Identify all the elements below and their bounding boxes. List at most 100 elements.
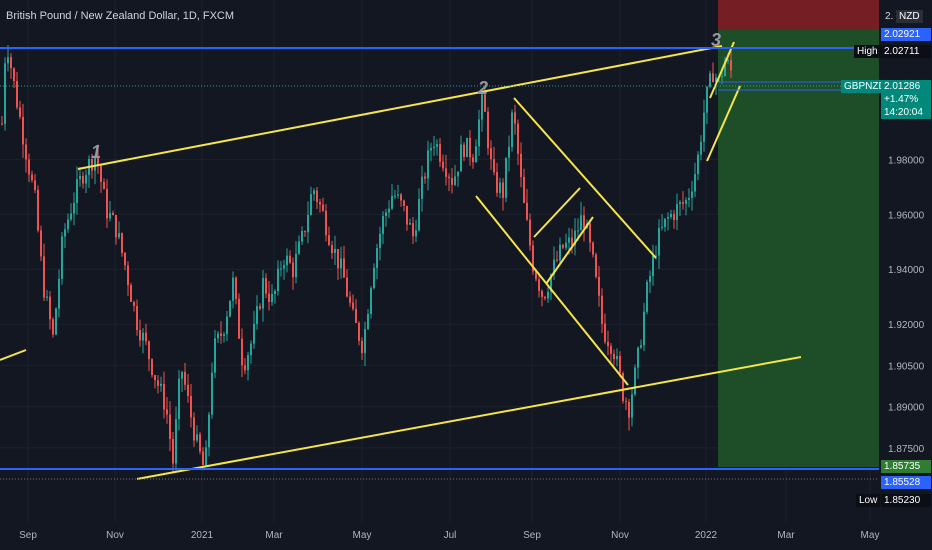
candle-body <box>334 249 336 254</box>
candle-body <box>589 223 591 243</box>
candle-body <box>208 414 210 448</box>
candle-body <box>169 414 171 439</box>
candle-body <box>298 241 300 254</box>
candle-body <box>262 278 264 309</box>
support-price-tag-1: 1.85735 <box>881 460 931 473</box>
candle-body <box>547 291 549 299</box>
candle-body <box>91 158 93 171</box>
candle-body <box>256 306 258 324</box>
candle-body <box>127 265 129 286</box>
candle-body <box>676 204 678 221</box>
candle-body <box>535 271 537 280</box>
candle-body <box>238 298 240 339</box>
candle-body <box>217 333 219 339</box>
candle-body <box>655 255 657 257</box>
x-tick-label: Nov <box>611 530 629 541</box>
candle-body <box>667 216 669 219</box>
candle-body <box>163 383 165 410</box>
candle-body <box>679 202 681 205</box>
countdown-tag: 14:20:04 <box>881 106 931 119</box>
candle-body <box>643 311 645 346</box>
candle-body <box>670 213 672 217</box>
candle-body <box>130 285 132 302</box>
candle-body <box>562 244 564 248</box>
candle-body <box>556 259 558 261</box>
candle-body <box>622 373 624 402</box>
candle-body <box>268 293 270 303</box>
x-tick-label: Sep <box>523 530 541 541</box>
candle-body <box>307 214 309 233</box>
candle-body <box>469 137 471 158</box>
candle-body <box>49 296 51 320</box>
x-tick-label: May <box>353 530 372 541</box>
wave-label-1: 1 <box>91 142 101 162</box>
x-tick-label: Mar <box>777 530 795 541</box>
candle-body <box>109 212 111 219</box>
y-tick-label: 1.92000 <box>888 320 925 331</box>
candle-body <box>211 372 213 415</box>
candle-body <box>286 255 288 266</box>
candle-body <box>625 401 627 403</box>
support-price-tag-2: 1.85528 <box>881 476 931 489</box>
candle-body <box>289 255 291 263</box>
candle-body <box>481 94 483 120</box>
x-tick-label: May <box>861 530 880 541</box>
candle-body <box>466 137 468 158</box>
candle-body <box>85 174 87 184</box>
candle-body <box>517 123 519 154</box>
x-axis-band <box>0 522 932 550</box>
candle-body <box>142 332 144 341</box>
candle-body <box>637 347 639 368</box>
candle-body <box>220 333 222 336</box>
trend-line <box>706 85 741 162</box>
candle-body <box>277 268 279 291</box>
candle-body <box>67 219 69 230</box>
candle-body <box>496 172 498 193</box>
candle-body <box>283 265 285 269</box>
trend-line <box>545 216 594 285</box>
x-tick-label: 2021 <box>191 530 214 541</box>
candle-body <box>583 215 585 229</box>
candle-body <box>685 199 687 204</box>
candle-body <box>424 176 426 179</box>
candle-body <box>382 216 384 234</box>
candle-body <box>478 119 480 147</box>
wave-label-2: 2 <box>477 78 488 98</box>
candle-body <box>640 345 642 348</box>
symbol-label: GBPNZD <box>841 80 889 93</box>
y-tick-label: 1.90500 <box>888 361 925 372</box>
candle-body <box>709 73 711 87</box>
trend-line <box>475 195 629 386</box>
candle-body <box>319 202 321 205</box>
candle-body <box>124 252 126 266</box>
candle-body <box>76 179 78 203</box>
candle-body <box>514 112 516 124</box>
trend-line <box>0 349 27 361</box>
candle-body <box>166 409 168 415</box>
candle-body <box>229 300 231 317</box>
candle-body <box>19 107 21 117</box>
candle-body <box>79 175 81 180</box>
candle-body <box>454 176 456 185</box>
level-price-tag: 2.02921 <box>881 28 931 41</box>
candle-body <box>43 256 45 298</box>
candle-body <box>337 249 339 269</box>
candle-body <box>148 341 150 360</box>
candle-body <box>358 322 360 341</box>
candle-body <box>367 313 369 329</box>
candle-body <box>271 293 273 303</box>
candle-body <box>652 255 654 277</box>
y-tick-label: 1.96000 <box>888 210 925 221</box>
candle-body <box>301 231 303 242</box>
candle-body <box>364 328 366 354</box>
candle-body <box>328 235 330 245</box>
candle-body <box>403 200 405 206</box>
candle-body <box>196 434 198 441</box>
candle-body <box>55 308 57 335</box>
candle-body <box>523 176 525 203</box>
candle-body <box>214 338 216 373</box>
y-tick-label: 1.98000 <box>888 155 925 166</box>
candle-body <box>694 174 696 192</box>
candle-body <box>199 434 201 452</box>
